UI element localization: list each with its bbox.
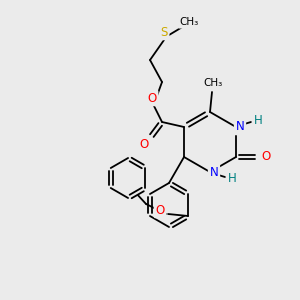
Text: H: H bbox=[228, 172, 236, 185]
Text: H: H bbox=[254, 113, 262, 127]
Text: CH₃: CH₃ bbox=[203, 78, 223, 88]
Text: N: N bbox=[210, 166, 218, 178]
Text: O: O bbox=[140, 139, 148, 152]
Text: O: O bbox=[261, 151, 271, 164]
Text: CH₃: CH₃ bbox=[179, 17, 199, 27]
Text: N: N bbox=[236, 121, 244, 134]
Text: O: O bbox=[147, 92, 157, 104]
Text: O: O bbox=[155, 203, 165, 217]
Text: S: S bbox=[160, 26, 168, 38]
